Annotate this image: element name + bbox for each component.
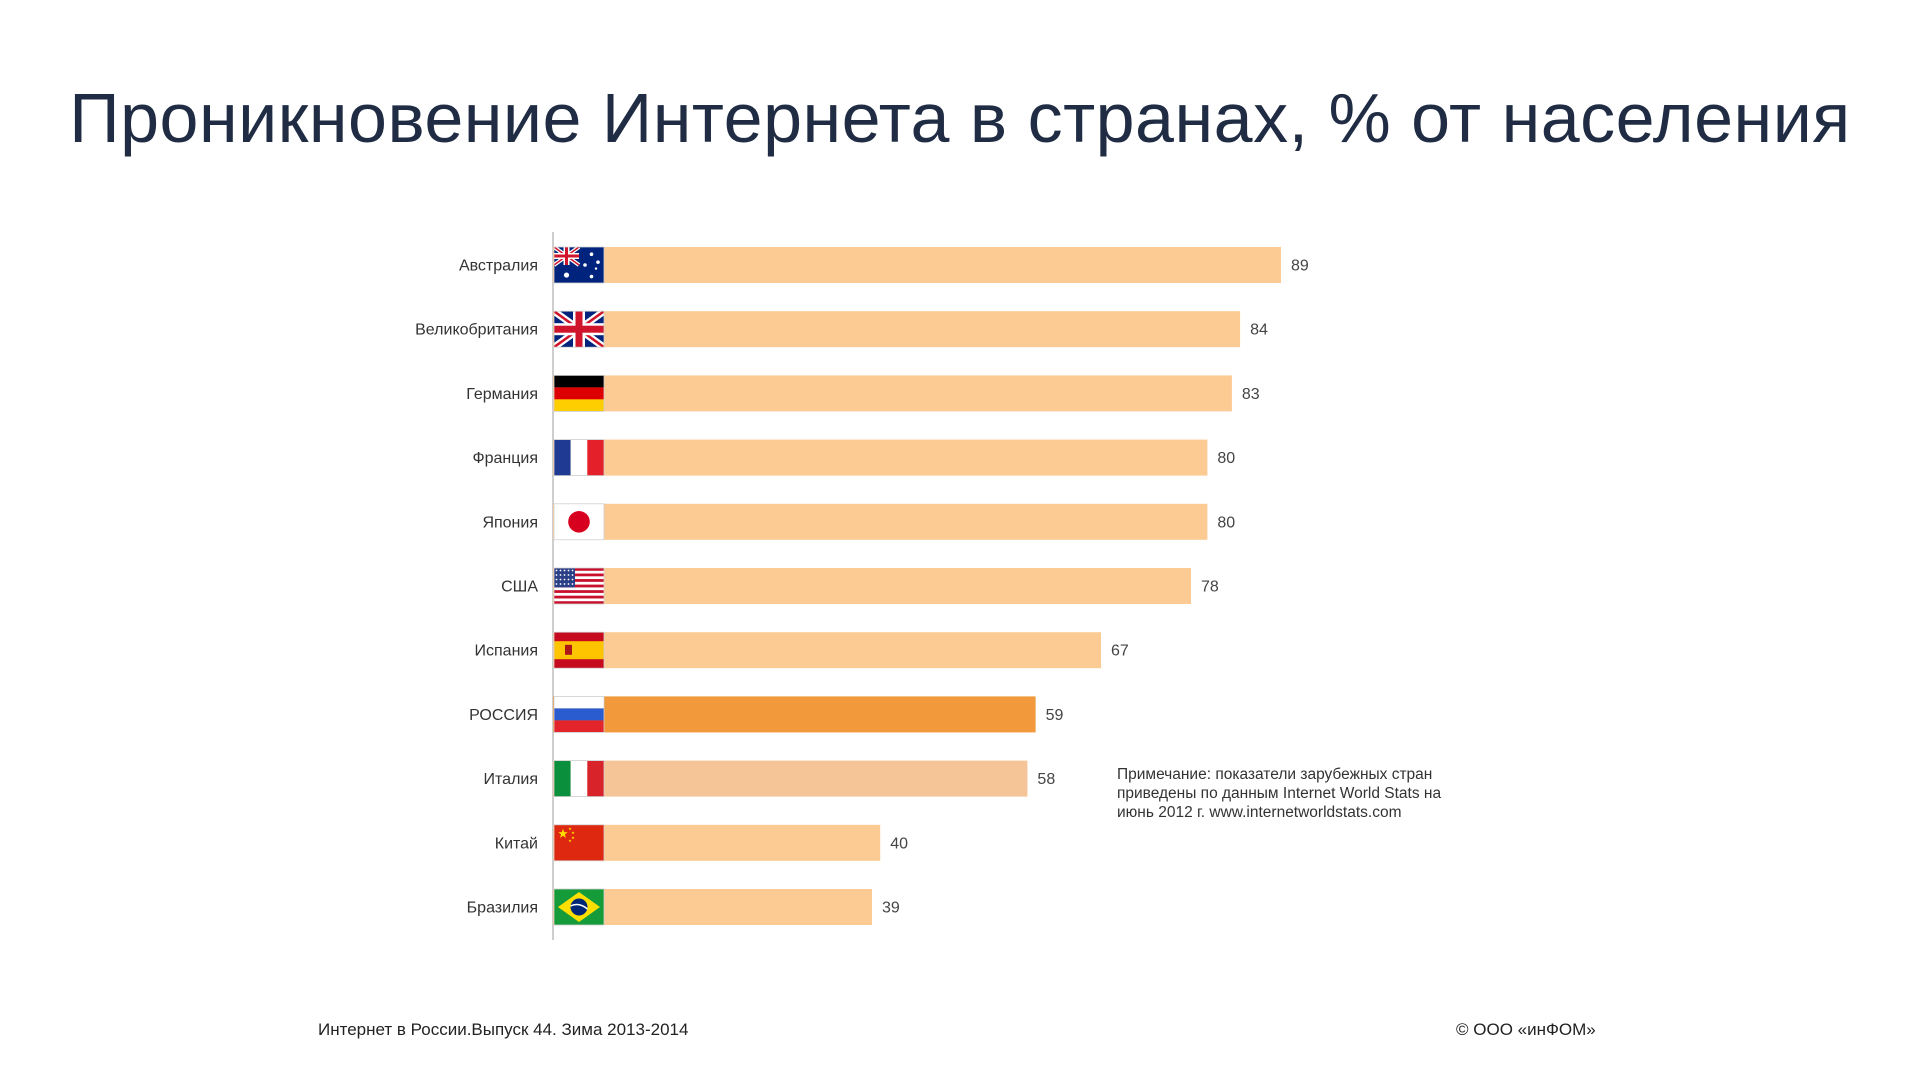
bar-spain [553,632,1102,669]
australia-flag-icon [553,246,605,284]
category-label-usa: США [501,579,538,596]
uk-flag-icon [553,310,605,348]
usa-flag-icon [553,567,605,605]
category-label-brazil: Бразилия [467,900,538,917]
category-label-france: Франция [472,450,538,467]
value-label-france: 80 [1217,450,1235,467]
value-label-uk: 84 [1250,322,1268,339]
germany-flag-icon [553,374,605,412]
category-label-china: Китай [495,835,538,852]
bar-france [553,439,1208,476]
chart-note: Примечание: показатели зарубежных стран … [1117,766,1442,821]
category-label-australia: Австралия [459,258,538,275]
value-label-australia: 89 [1291,258,1309,275]
category-label-germany: Германия [466,386,538,403]
value-label-italy: 58 [1037,771,1055,788]
bar-china [553,824,881,861]
bar-brazil [553,889,873,925]
bar-australia [553,247,1281,283]
russia-flag-icon [553,696,605,733]
category-label-japan: Япония [482,514,538,531]
brazil-flag-icon [553,888,605,926]
spain-flag-icon [553,631,605,669]
bar-uk [553,311,1241,348]
bar-italy [553,760,1028,797]
value-label-japan: 80 [1217,514,1235,531]
footer-source: Интернет в России.Выпуск 44. Зима 2013-2… [318,1020,689,1039]
bar-russia [553,696,1036,733]
france-flag-icon [553,439,605,477]
category-label-italy: Италия [484,771,538,788]
category-label-uk: Великобритания [415,322,538,339]
bar-germany [553,375,1232,412]
value-label-germany: 83 [1242,386,1260,403]
italy-flag-icon [553,760,605,797]
footer-copyright: © ООО «инФОМ» [1456,1020,1596,1039]
page-title: Проникновение Интернета в странах, % от … [69,79,1851,157]
value-label-russia: 59 [1046,707,1064,724]
bar-usa [553,568,1192,604]
category-label-russia: РОССИЯ [469,707,538,724]
value-label-usa: 78 [1201,579,1219,596]
category-label-spain: Испания [475,643,539,660]
bar-japan [553,503,1208,540]
japan-flag-icon [553,503,605,541]
value-label-brazil: 39 [882,900,900,917]
value-label-spain: 67 [1111,643,1129,660]
value-label-china: 40 [890,835,908,852]
china-flag-icon [553,824,605,862]
